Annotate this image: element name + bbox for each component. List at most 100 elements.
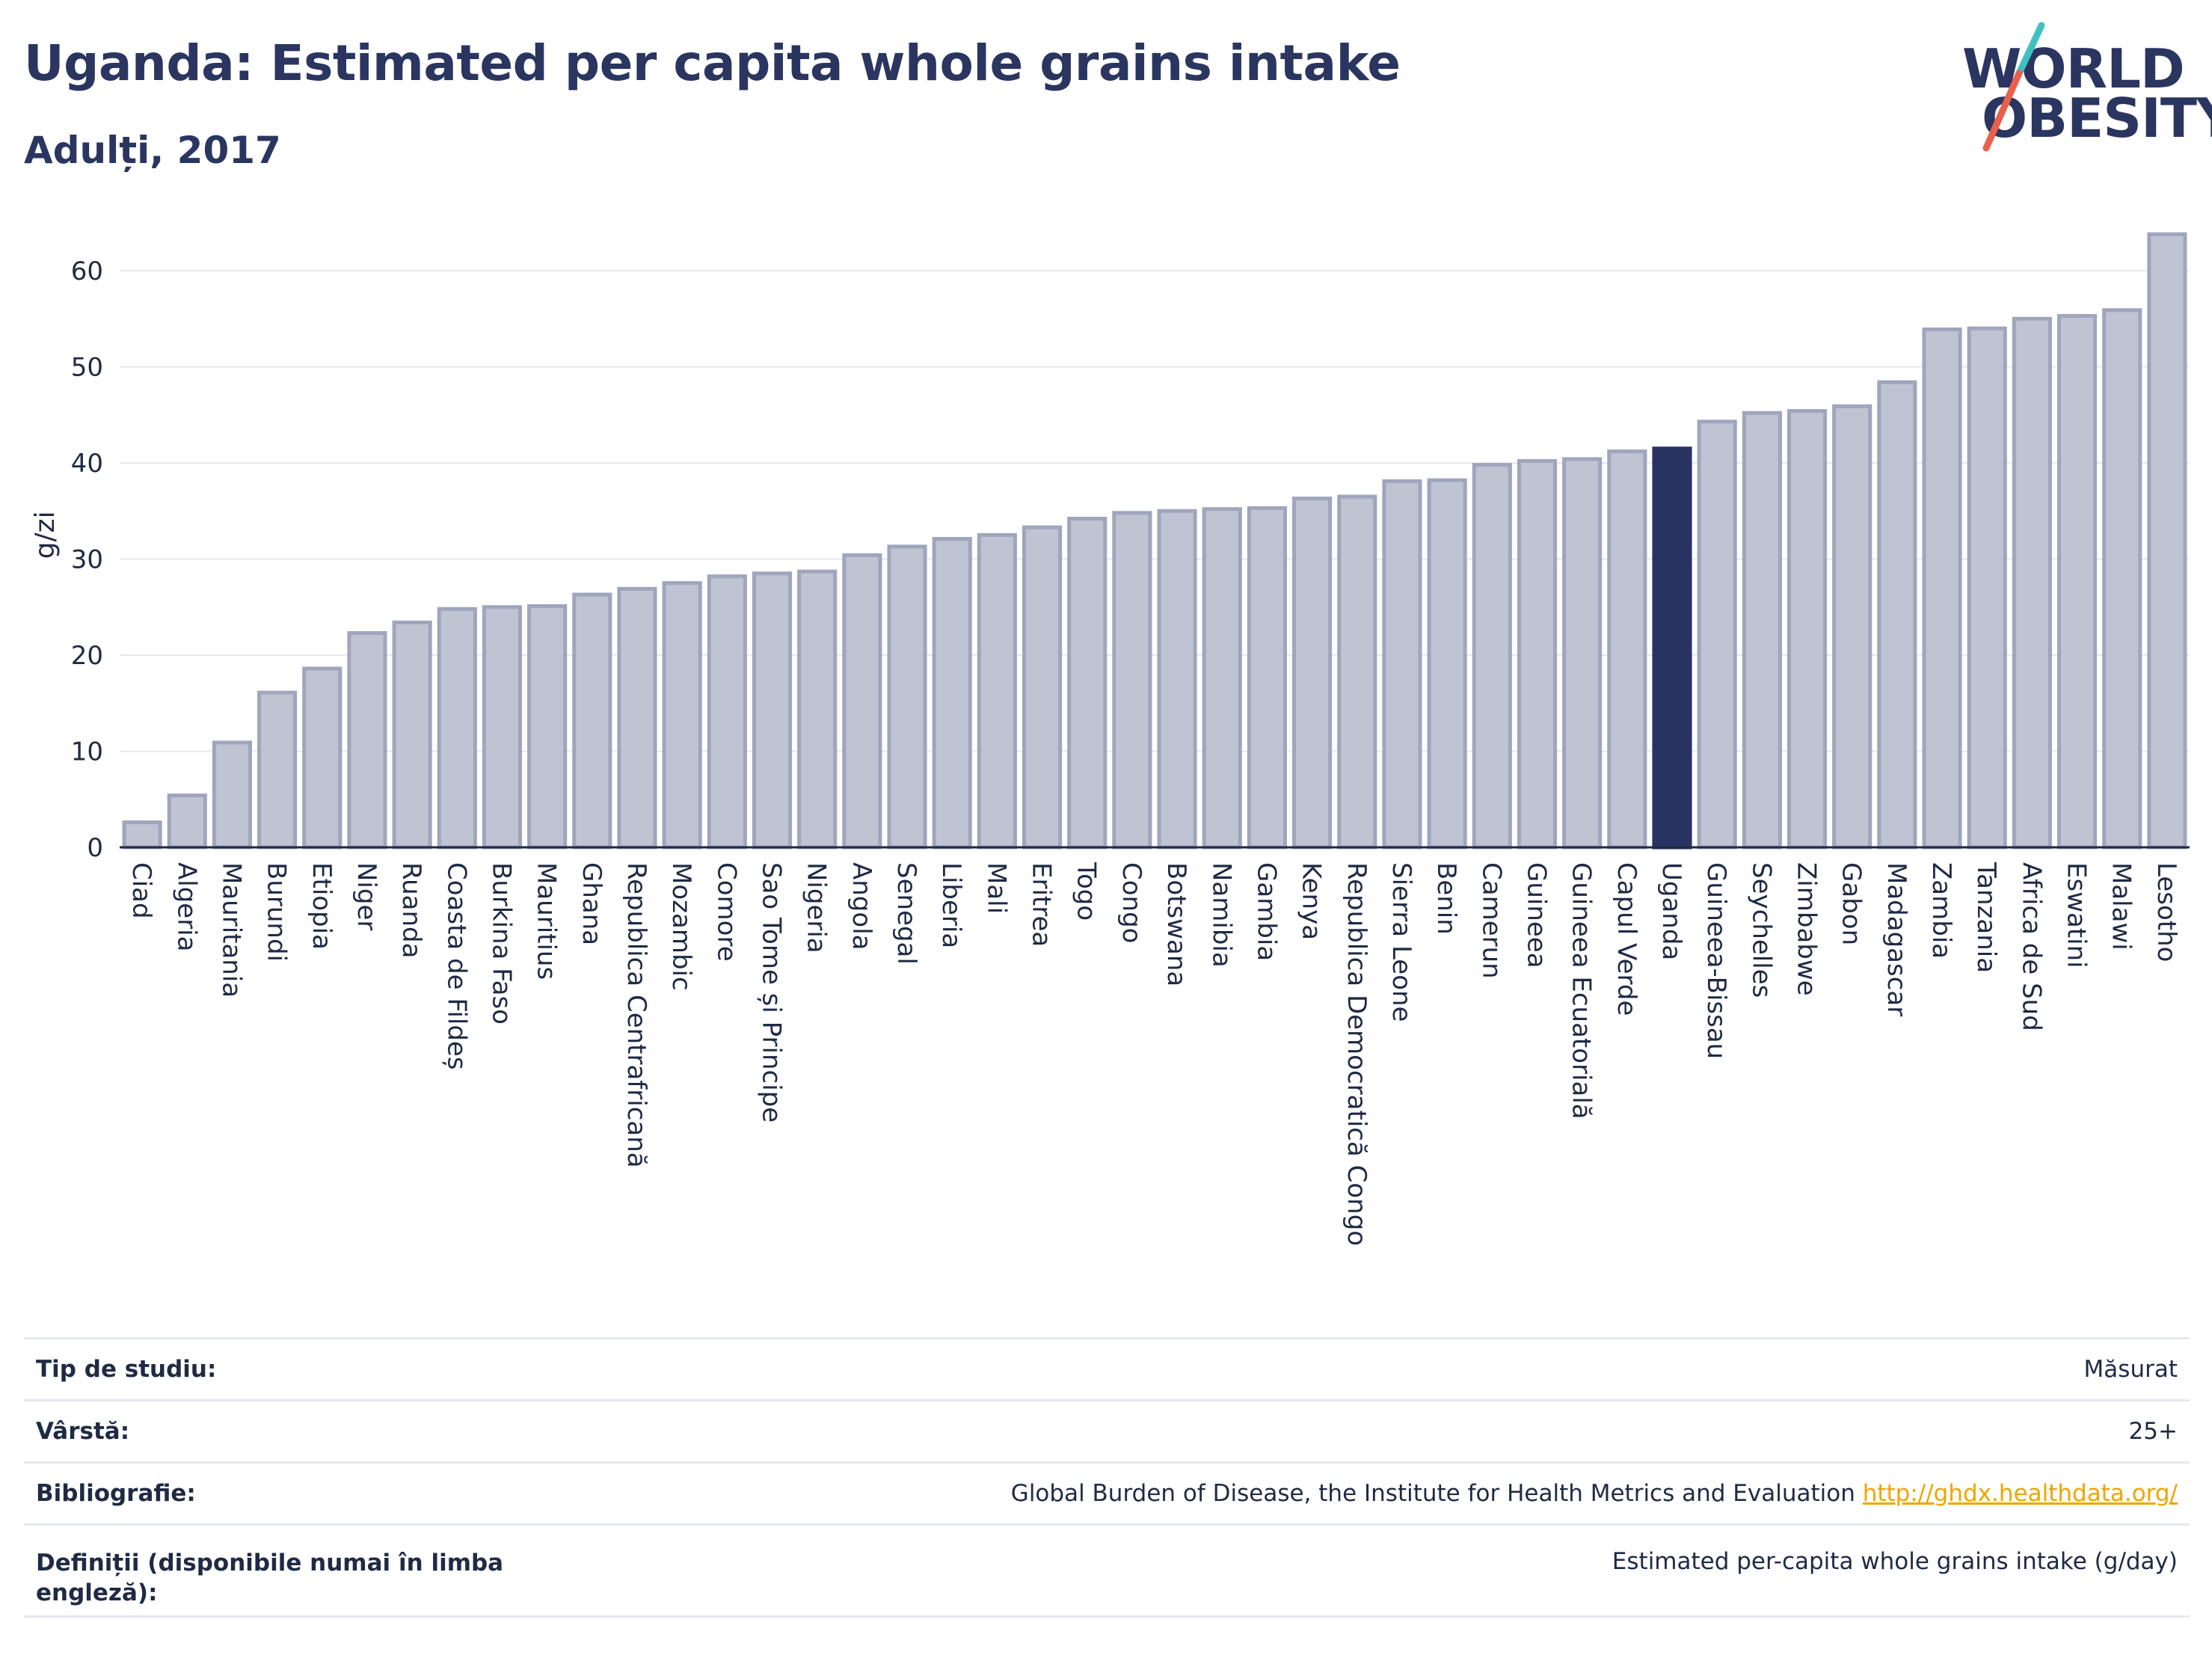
x-tick-label: Guineea Ecuatorială: [1567, 862, 1597, 1120]
x-tick-label: Malawi: [2107, 862, 2136, 951]
bar: [1112, 511, 1152, 850]
x-tick-label: Tanzania: [1971, 862, 2001, 973]
x-tick-label: Camerun: [1476, 862, 1506, 979]
info-label: Definiții (disponibile numai în limba en…: [36, 1550, 504, 1607]
x-tick-label: Senegal: [891, 862, 921, 965]
bar: [2056, 313, 2098, 850]
bar: [1292, 497, 1333, 850]
bibliography-link[interactable]: http://ghdx.healthdata.org/: [1862, 1480, 2178, 1507]
bar: [1427, 478, 1467, 850]
bar: [1247, 506, 1288, 850]
y-tick-label: 10: [71, 737, 103, 767]
x-tick-label: Lesotho: [2151, 862, 2181, 962]
x-tick-label: Algeria: [171, 862, 201, 951]
info-row-bibliography: Bibliografie: Global Burden of Disease, …: [24, 1461, 2190, 1523]
x-tick-label: Burkina Faso: [486, 862, 516, 1025]
bar: [167, 793, 207, 850]
x-tick-label: Sierra Leone: [1386, 862, 1416, 1022]
bar: [1742, 411, 1782, 850]
bar: [842, 553, 882, 850]
page-title: Uganda: Estimated per capita whole grain…: [24, 34, 1401, 92]
x-tick-label: Nigeria: [802, 862, 832, 954]
y-tick-label: 50: [71, 353, 103, 383]
x-tick-label: Sao Tome și Principe: [757, 862, 787, 1123]
bar: [932, 537, 972, 850]
bar: [1877, 380, 1917, 850]
bar: [347, 630, 387, 850]
info-label: Tip de studiu:: [36, 1355, 217, 1383]
bar: [617, 586, 657, 850]
y-tick-label: 30: [71, 545, 103, 575]
world-obesity-logo[interactable]: WORLD OBESITY: [1952, 21, 2212, 156]
logo-slash-icon: [1982, 22, 2045, 152]
bar: [392, 620, 432, 850]
info-value: Global Burden of Disease, the Institute …: [1011, 1480, 2178, 1507]
x-tick-label: Eswatini: [2062, 862, 2092, 968]
x-tick-label: Mozambic: [666, 862, 696, 991]
bar: [302, 666, 342, 850]
x-tick-label: Republica Centrafricană: [621, 862, 651, 1168]
bar: [887, 544, 927, 850]
bar: [1472, 463, 1512, 850]
x-tick-label: Namibia: [1206, 862, 1236, 968]
bar: [1697, 420, 1737, 850]
bar: [752, 571, 793, 850]
x-tick-label: Gabon: [1837, 862, 1867, 945]
x-tick-label: Comore: [711, 862, 741, 962]
y-tick-label: 0: [87, 833, 103, 863]
x-tick-label: Angola: [847, 862, 876, 950]
x-tick-label: Ruanda: [396, 862, 426, 958]
x-tick-label: Africa de Sud: [2016, 862, 2046, 1031]
info-table: Tip de studiu: Măsurat Vârstă: 25+ Bibli…: [24, 1337, 2190, 1618]
bar-chart: 0 10 20 30 40 50 60 g/zi Ciad Algeria Mauritania Bu…: [30, 232, 2190, 1246]
bar: [1067, 517, 1107, 850]
x-tick-label: Mauritania: [216, 862, 246, 998]
x-tick-label: Eritrea: [1027, 862, 1057, 947]
info-row-study-type: Tip de studiu: Măsurat: [24, 1337, 2190, 1399]
x-tick-label: Seychelles: [1746, 862, 1776, 998]
bar: [1157, 509, 1197, 850]
info-row-definitions: Definiții (disponibile numai în limba en…: [24, 1523, 2190, 1618]
x-tick-label: Zimbabwe: [1792, 862, 1822, 996]
bar: [482, 605, 523, 850]
info-row-age: Vârstă: 25+: [24, 1399, 2190, 1461]
bar: [437, 607, 477, 850]
bar: [977, 532, 1017, 850]
bar: [1562, 457, 1603, 850]
x-tick-label: Burundi: [262, 862, 292, 962]
y-tick-label: 20: [71, 641, 103, 671]
bar: [1787, 409, 1828, 850]
bar: [1967, 326, 2007, 850]
x-tick-label: Guineea-Bissau: [1701, 862, 1731, 1059]
page-subtitle: Adulți, 2017: [24, 129, 281, 172]
info-value: Măsurat: [2083, 1356, 2178, 1383]
x-tick-label: Mauritius: [532, 862, 562, 980]
info-label: Vârstă:: [36, 1417, 130, 1445]
logo-line-1: WORLD: [1962, 37, 2185, 100]
info-label: Bibliografie:: [36, 1479, 196, 1507]
x-tick-label: Liberia: [936, 862, 966, 948]
bar: [1382, 479, 1422, 850]
x-tick-label: Madagascar: [1881, 862, 1911, 1016]
bar: [2012, 316, 2052, 850]
x-tick-label: Congo: [1116, 862, 1146, 943]
x-tick-label: Ghana: [577, 862, 606, 945]
bar: [797, 569, 838, 850]
logo-line-2: OBESITY: [1982, 87, 2212, 150]
bar: [1021, 525, 1063, 850]
y-axis-label: g/zi: [30, 511, 61, 559]
x-tick-label: Gambia: [1251, 862, 1281, 961]
bar: [212, 740, 253, 850]
bar: [1517, 458, 1558, 850]
bar: [1922, 327, 1962, 850]
x-tick-label: Coasta de Fildeș: [441, 862, 471, 1070]
bar: [2102, 308, 2142, 850]
x-tick-label: Republica Democratică Congo: [1342, 862, 1371, 1246]
x-tick-label: Kenya: [1297, 862, 1327, 940]
x-tick-label: Guineea: [1521, 862, 1551, 968]
info-value: Estimated per-capita whole grains intake…: [1612, 1548, 2178, 1575]
bar: [1607, 449, 1647, 850]
bar: [1337, 494, 1377, 850]
x-tick-label: Ciad: [126, 862, 156, 919]
x-tick-label: Etiopia: [307, 862, 337, 950]
